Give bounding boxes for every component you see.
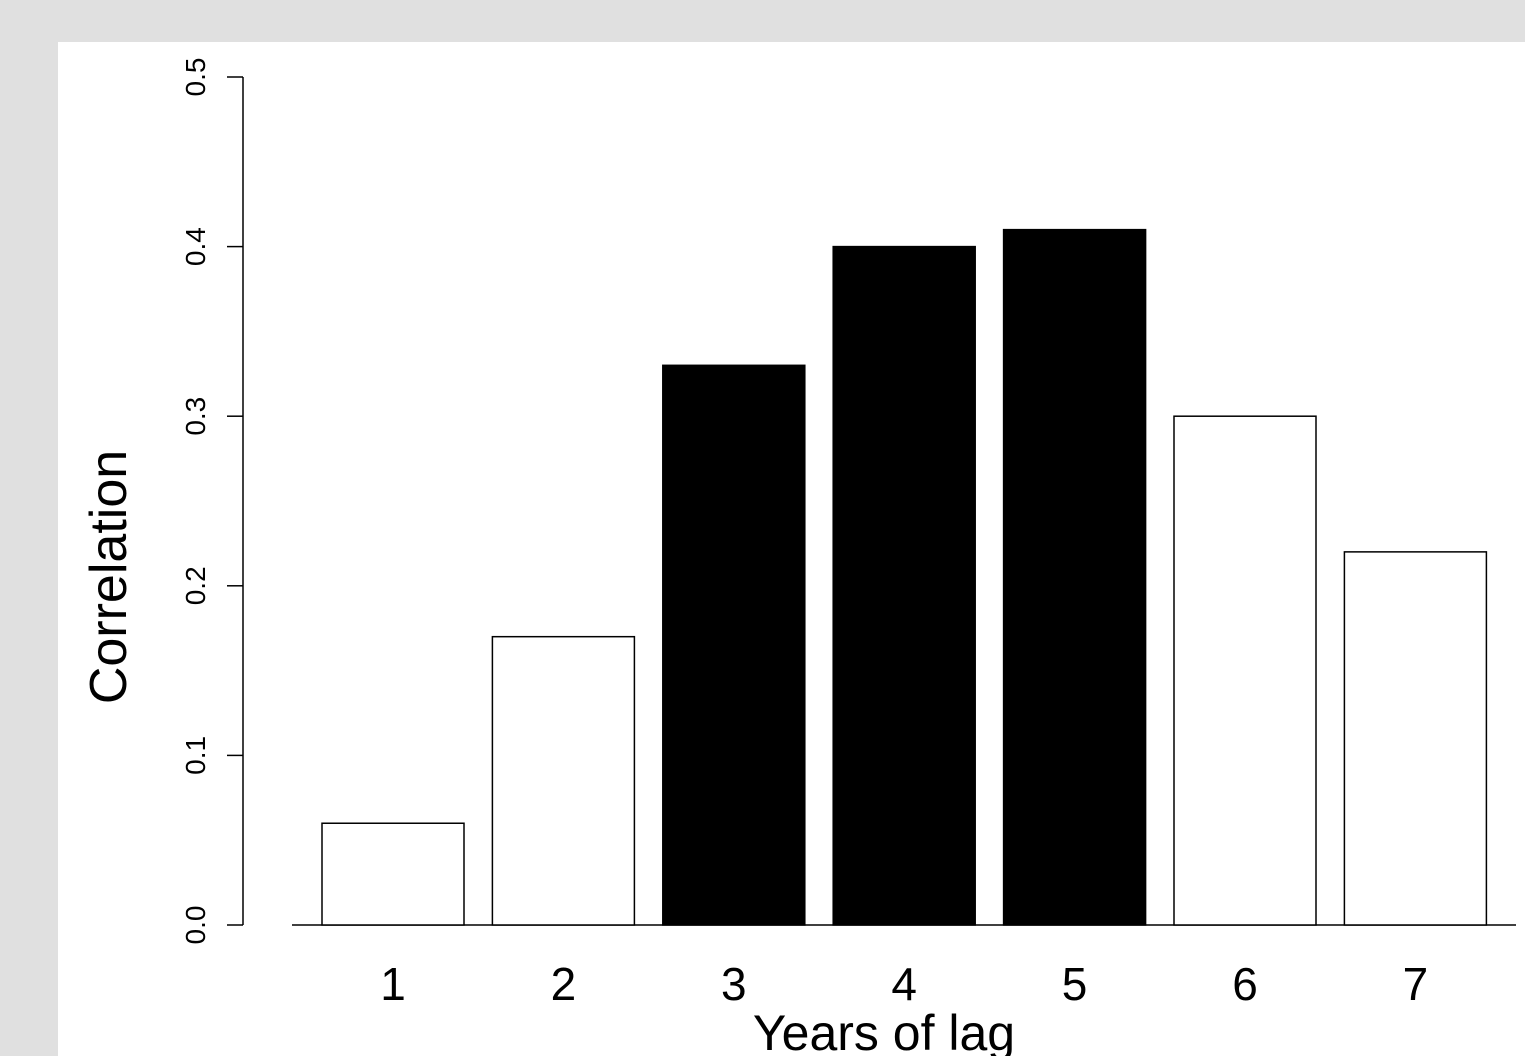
x-axis: 1 2 3 4 5 6 7 xyxy=(292,924,1516,1010)
y-axis-title: Correlation xyxy=(80,450,138,704)
bar xyxy=(1173,415,1317,926)
x-tick-label: 2 xyxy=(551,958,577,1010)
x-tick-label: 7 xyxy=(1403,958,1429,1010)
y-tick-label: 0.4 xyxy=(180,227,211,266)
y-tick-label: 0.2 xyxy=(180,566,211,605)
y-tick-label: 0.3 xyxy=(180,397,211,436)
bar xyxy=(491,635,636,926)
bar xyxy=(832,245,976,926)
x-tick-label: 1 xyxy=(380,958,406,1010)
y-tick-label: 0.0 xyxy=(180,906,211,945)
x-axis-title: Years of lag xyxy=(753,1005,1015,1056)
x-tick-label: 6 xyxy=(1232,958,1258,1010)
bar xyxy=(1002,228,1147,926)
x-tick-label: 4 xyxy=(891,958,917,1010)
y-axis: 0.0 0.1 0.2 0.3 0.4 0.5 xyxy=(180,58,244,945)
bars xyxy=(321,228,1488,926)
bar xyxy=(662,364,806,926)
y-tick-label: 0.5 xyxy=(180,58,211,97)
x-tick-label: 5 xyxy=(1062,958,1088,1010)
y-tick-label: 0.1 xyxy=(180,736,211,775)
x-tick-label: 3 xyxy=(721,958,747,1010)
bar xyxy=(321,822,465,926)
bar xyxy=(1343,551,1488,926)
